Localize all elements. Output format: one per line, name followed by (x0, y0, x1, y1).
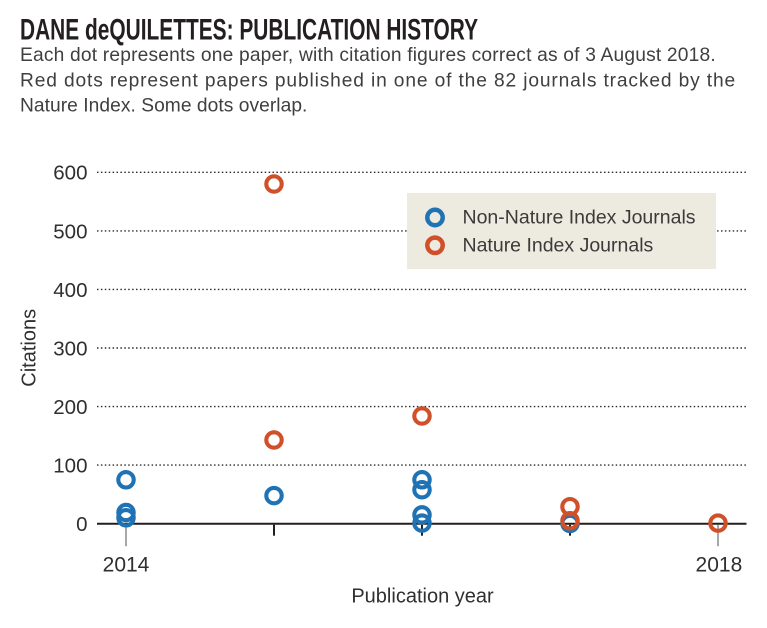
svg-text:Non-Nature Index Journals: Non-Nature Index Journals (463, 207, 696, 229)
svg-text:200: 200 (53, 396, 87, 419)
svg-text:Each dot represents one paper,: Each dot represents one paper, with cita… (20, 45, 716, 66)
svg-text:400: 400 (53, 279, 87, 302)
svg-text:500: 500 (53, 220, 87, 243)
svg-text:100: 100 (53, 455, 87, 478)
svg-text:600: 600 (53, 162, 87, 185)
svg-text:2014: 2014 (103, 554, 150, 577)
svg-text:2018: 2018 (696, 554, 743, 577)
svg-text:Citations: Citations (19, 309, 41, 387)
svg-text:300: 300 (53, 337, 87, 360)
svg-text:Publication year: Publication year (351, 586, 494, 608)
svg-text:DANE deQUILETTES: PUBLICATION: DANE deQUILETTES: PUBLICATION HISTORY (20, 14, 478, 46)
svg-text:0: 0 (76, 513, 87, 536)
svg-text:Nature Index Journals: Nature Index Journals (463, 235, 654, 257)
svg-text:Red dots represent papers publ: Red dots represent papers published in o… (20, 70, 736, 91)
svg-text:Nature Index. Some dots overla: Nature Index. Some dots overlap. (20, 96, 307, 117)
